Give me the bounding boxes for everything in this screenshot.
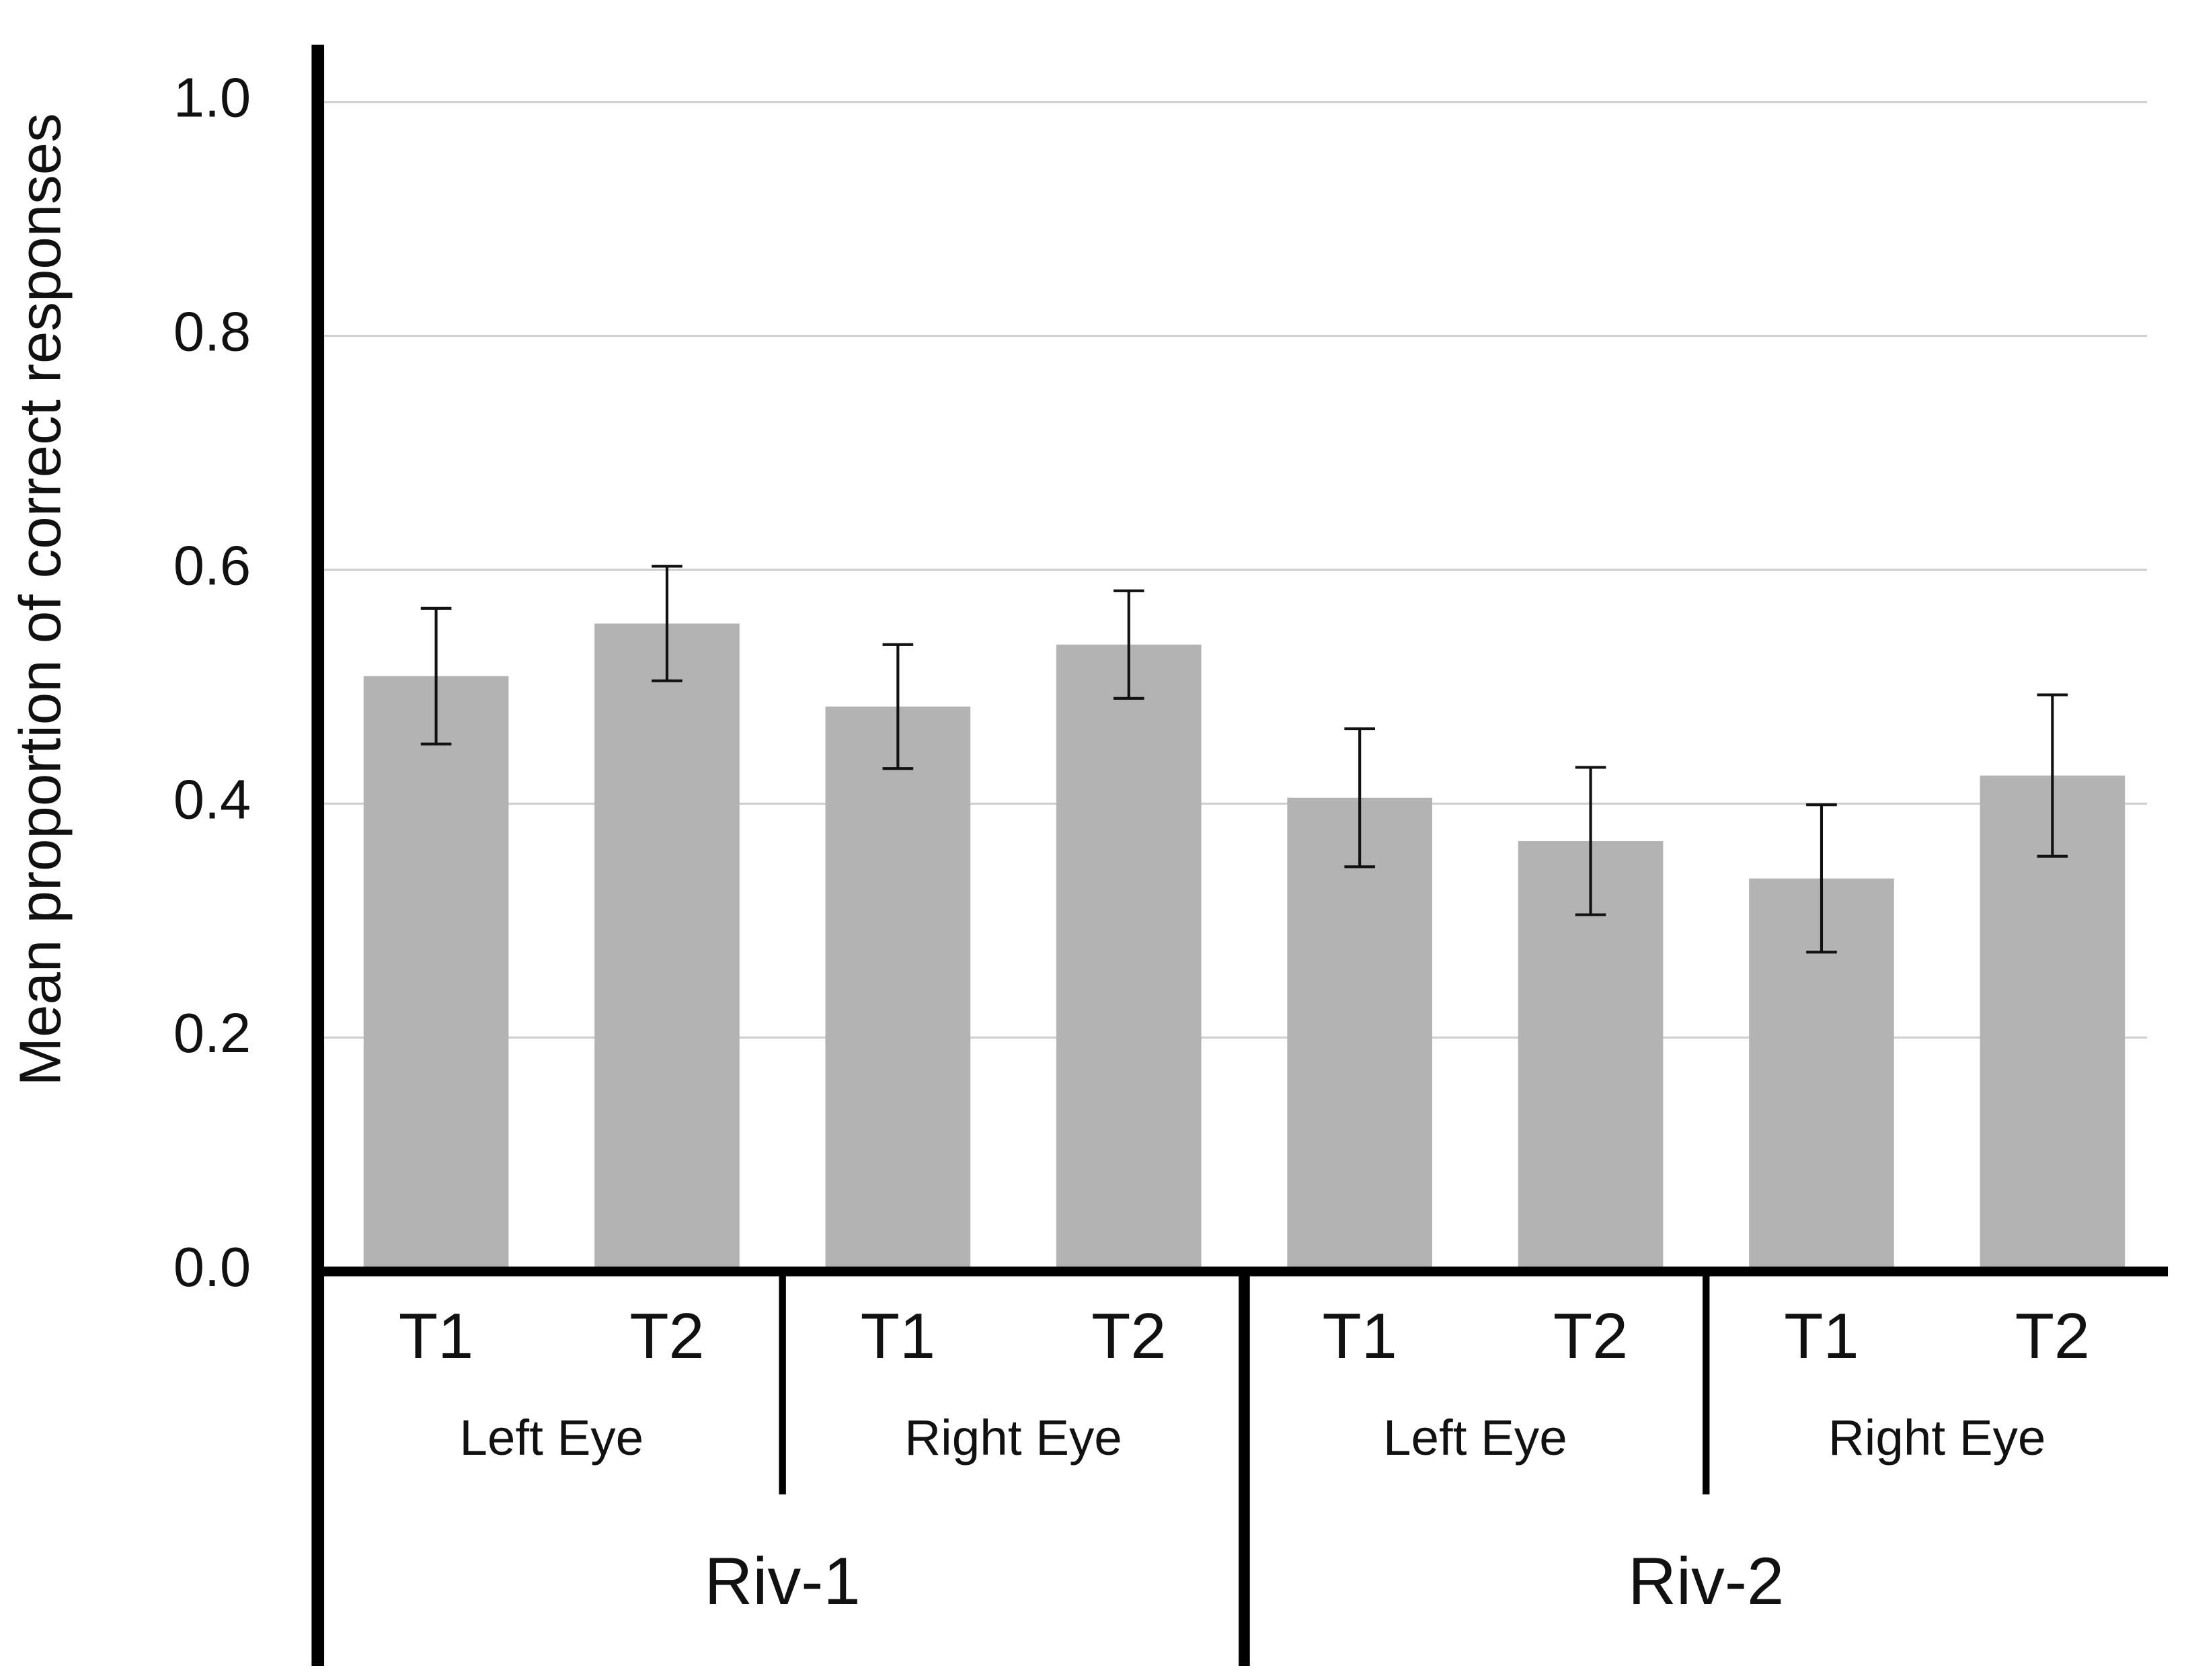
x-tick-label: T1	[1323, 1301, 1397, 1372]
error-bar	[2037, 693, 2068, 858]
error-bar	[1113, 589, 1144, 700]
bar	[1056, 644, 1202, 1272]
error-bar	[652, 565, 682, 682]
y-tick-label: 0.8	[173, 300, 251, 362]
bar	[1287, 797, 1432, 1272]
x-tick-label: T2	[2015, 1301, 2090, 1372]
x-tick-label: T2	[629, 1301, 704, 1372]
subgroup-label: Left Eye	[459, 1409, 643, 1466]
bar	[825, 707, 971, 1272]
y-tick-label: 0.6	[173, 534, 251, 596]
error-bar	[1806, 803, 1837, 954]
subgroup-label: Left Eye	[1383, 1409, 1567, 1466]
bar	[363, 676, 509, 1272]
y-tick-label: 1.0	[173, 67, 251, 129]
x-tick-label: T1	[399, 1301, 473, 1372]
y-tick-label: 0.2	[173, 1002, 251, 1064]
group-label: Riv-2	[1628, 1544, 1784, 1619]
bar	[594, 623, 740, 1272]
group-label: Riv-1	[705, 1544, 861, 1619]
x-tick-label: T2	[1553, 1301, 1628, 1372]
y-tick-label: 0.0	[173, 1236, 251, 1298]
x-tick-label: T1	[861, 1301, 935, 1372]
y-axis-label: Mean proportion of correct responses	[7, 113, 73, 1086]
bar	[1980, 775, 2125, 1272]
error-bar	[1575, 766, 1606, 916]
error-bar	[1344, 727, 1375, 869]
x-tick-label: T1	[1784, 1301, 1859, 1372]
y-tick-label: 0.4	[173, 768, 251, 830]
error-bar	[420, 606, 452, 746]
error-bar	[882, 643, 914, 770]
subgroup-label: Right Eye	[904, 1409, 1122, 1466]
x-tick-label: T2	[1091, 1301, 1166, 1372]
subgroup-label: Right Eye	[1828, 1409, 2046, 1466]
